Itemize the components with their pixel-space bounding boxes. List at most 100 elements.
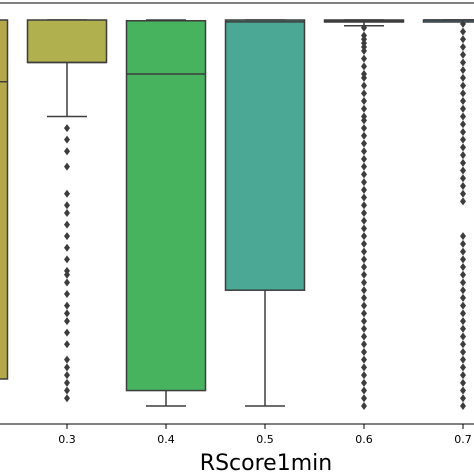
iqr-box [125, 20, 207, 392]
outlier-point [361, 394, 367, 403]
outlier-point [460, 386, 466, 395]
outlier-point [460, 317, 466, 326]
box-group-0-7 [422, 19, 474, 410]
box-group-0-4 [125, 19, 207, 407]
outlier-point [460, 89, 466, 98]
x-axis-title: RScore1min [200, 451, 332, 474]
outlier-point [64, 135, 70, 144]
outlier-point [460, 19, 466, 28]
outlier-point [361, 239, 367, 248]
outlier-point [460, 363, 466, 372]
iqr-box [0, 19, 9, 380]
outlier-point [361, 371, 367, 380]
outlier-point [361, 278, 367, 287]
outlier-point [361, 62, 367, 71]
box-group-0-6 [323, 19, 405, 410]
outlier-point [460, 247, 466, 256]
outlier-point [64, 394, 70, 403]
outlier-point [361, 209, 367, 217]
outlier-point [460, 255, 466, 264]
outlier-point [361, 270, 367, 279]
outlier-point [64, 301, 70, 310]
outlier-point [460, 270, 466, 279]
outlier-point [64, 201, 70, 210]
outlier-point [64, 328, 70, 337]
outlier-point [361, 232, 367, 241]
outlier-point [460, 120, 466, 129]
outlier-point [361, 324, 367, 333]
outlier-point [64, 371, 70, 380]
outlier-point [361, 124, 367, 133]
outlier-point [460, 355, 466, 364]
outlier-point [460, 97, 466, 106]
outlier-point [460, 143, 466, 152]
outlier-point [460, 66, 466, 75]
outlier-point [64, 243, 70, 252]
outlier-point [361, 363, 367, 372]
outlier-point [64, 270, 70, 279]
outlier-point [64, 317, 70, 326]
x-tick-label: 0.4 [157, 433, 175, 446]
outlier-point [64, 386, 70, 395]
outlier-point [361, 170, 367, 179]
outlier-point [460, 293, 466, 302]
outlier-point [460, 394, 466, 403]
plot-area [0, 19, 474, 410]
x-tick-label: 0.6 [355, 433, 373, 446]
outlier-point [64, 189, 70, 198]
outlier-point [361, 147, 367, 156]
outlier-point [460, 81, 466, 90]
outlier-point [361, 193, 367, 202]
x-axis-ticks: 0.3 0.4 0.5 0.6 0.7 [58, 424, 472, 446]
outlier-point [361, 301, 367, 310]
outlier-point [361, 116, 367, 125]
outlier-point [460, 73, 466, 82]
outlier-point [460, 371, 466, 380]
outlier-point [361, 162, 367, 171]
outlier-point [64, 378, 70, 387]
outlier-point [460, 158, 466, 167]
outlier-point [361, 317, 367, 326]
x-tick-label: 0.5 [256, 433, 274, 446]
outlier-point [361, 139, 367, 148]
outlier-point [361, 378, 367, 387]
outlier-point [460, 263, 466, 272]
outlier-point [361, 263, 367, 272]
outlier-point [64, 209, 70, 217]
outlier-point [460, 189, 466, 198]
outlier-point [460, 135, 466, 144]
outlier-point [361, 347, 367, 356]
x-tick-label: 0.3 [58, 433, 76, 446]
outlier-point [64, 220, 70, 229]
outlier-point [361, 386, 367, 395]
outlier-point [460, 286, 466, 295]
outlier-point [361, 224, 367, 233]
outlier-point [361, 81, 367, 90]
outlier-point [460, 402, 466, 410]
outlier-point [460, 27, 466, 36]
outlier-point [361, 73, 367, 82]
outlier-point [361, 355, 367, 364]
outlier-point [460, 166, 466, 175]
outlier-point [64, 355, 70, 364]
box-group-0-5 [224, 19, 306, 407]
outlier-point [64, 340, 70, 349]
outlier-point [361, 131, 367, 140]
iqr-box [26, 19, 108, 64]
outlier-point [460, 151, 466, 160]
outlier-point [460, 50, 466, 59]
outlier-point [460, 324, 466, 333]
outlier-point [64, 290, 70, 299]
outlier-point [361, 216, 367, 225]
outlier-point [460, 340, 466, 349]
outlier-point [64, 232, 70, 241]
outlier-point [460, 378, 466, 387]
outlier-point [460, 35, 466, 44]
outlier-point [361, 185, 367, 194]
x-tick-label: 0.7 [454, 433, 472, 446]
outlier-point [361, 201, 367, 210]
outlier-point [460, 232, 466, 241]
outlier-point [460, 239, 466, 248]
outlier-point [361, 23, 367, 32]
